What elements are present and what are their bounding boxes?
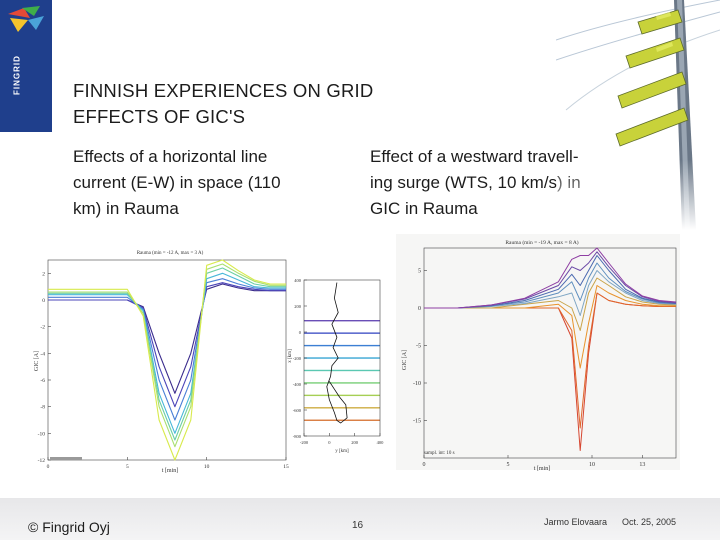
right-caption-line-1: Effect of a westward travell-: [370, 147, 579, 166]
current-band: [304, 407, 380, 409]
y-tick-label: 400: [294, 278, 302, 283]
left-chart-scale-bar: [50, 457, 82, 460]
y-tick-label: -15: [413, 419, 421, 425]
y-tick-label: -6: [40, 378, 45, 384]
series-line-s7: [48, 259, 286, 461]
footer-date: Oct. 25, 2005: [622, 517, 677, 527]
series-line-s6: [48, 263, 286, 448]
series-line-s5: [48, 267, 286, 441]
y-tick-label: 0: [299, 330, 302, 335]
series-line-s3: [48, 278, 286, 421]
left-caption-line-2: current (E-W) in space (110: [73, 173, 281, 192]
y-tick-label: 5: [418, 269, 421, 275]
y-tick-label: -10: [38, 431, 46, 437]
right-chart-title: Rauma (min = -19 A, max = 8 A): [505, 239, 578, 246]
series-line-s2: [48, 282, 286, 408]
right-chart-annotation: sampl. int: 10 s: [424, 451, 455, 456]
plot-frame: [423, 247, 677, 459]
current-band: [304, 332, 380, 334]
title-line-1: FINNISH EXPERIENCES ON GRID: [73, 80, 374, 101]
y-tick-label: -5: [416, 344, 421, 350]
right-caption-line-2: ing surge (WTS, 10 km/s) in: [370, 173, 581, 192]
network-map-chart: x [km] y [km] 4002000-200-400-600-800-20…: [288, 278, 385, 454]
y-tick-label: 2: [42, 271, 45, 277]
y-tick-label: -600: [293, 408, 302, 413]
x-tick-label: 5: [507, 462, 510, 468]
x-tick-label: 15: [283, 464, 289, 470]
x-tick-label: 5: [126, 464, 129, 470]
left-chart-ylabel: GIC [A]: [34, 351, 40, 371]
y-tick-label: 0: [418, 306, 421, 312]
y-tick-label: -2: [40, 325, 45, 331]
series-line-r3: [424, 285, 676, 369]
x-tick-label: 0: [423, 462, 426, 468]
footer-copyright: © Fingrid Oyj: [28, 519, 110, 535]
y-tick-label: -800: [293, 434, 302, 439]
y-tick-label: -8: [40, 405, 45, 411]
current-band: [304, 382, 380, 384]
title-line-2: EFFECTS OF GIC'S: [73, 106, 246, 127]
right-chart-xlabel: t [min]: [534, 466, 551, 472]
x-tick-label: 0: [47, 464, 50, 470]
y-tick-label: -4: [40, 351, 45, 357]
series-line-r7: [424, 255, 677, 309]
left-caption-line-3: km) in Rauma: [73, 199, 179, 218]
current-band: [304, 419, 380, 421]
fingrid-logo-icon: [8, 6, 44, 32]
series-line-network: [326, 282, 348, 424]
slide-title: FINNISH EXPERIENCES ON GRID EFFECTS OF G…: [73, 78, 553, 130]
x-tick-label: 13: [639, 462, 645, 468]
right-caption-line-3: GIC in Rauma: [370, 199, 478, 218]
x-tick-label: 10: [204, 464, 210, 470]
y-tick-label: -400: [293, 382, 302, 387]
mid-chart-xlabel: y [km]: [335, 449, 349, 454]
x-tick-label: 10: [589, 462, 595, 468]
x-tick-label: 200: [351, 440, 359, 445]
footer-author: Jarmo Elovaara: [544, 517, 608, 527]
left-gic-chart: Rauma (min = -12 A, max = 3 A) GIC [A] t…: [34, 251, 289, 474]
y-tick-label: 200: [294, 304, 302, 309]
transmission-tower-image: [556, 0, 720, 230]
left-caption: Effects of a horizontal line current (E-…: [73, 144, 353, 222]
x-tick-label: 400: [377, 440, 385, 445]
brand-bar: FINGRID: [0, 0, 52, 132]
series-line-s4: [48, 272, 286, 434]
current-band: [304, 357, 380, 359]
series-line-r9: [424, 247, 677, 309]
brand-name: FINGRID: [12, 55, 22, 95]
mid-chart-ylabel: x [km]: [288, 349, 293, 363]
x-tick-label: -200: [300, 440, 309, 445]
left-chart-title: Rauma (min = -12 A, max = 3 A): [137, 251, 204, 256]
right-chart-background: [396, 234, 680, 470]
page-number: 16: [352, 520, 364, 531]
current-band: [304, 344, 380, 347]
series-line-r5: [424, 270, 677, 316]
y-tick-label: -12: [38, 458, 46, 464]
y-tick-label: 0: [42, 298, 45, 304]
x-tick-label: 0: [328, 440, 331, 445]
right-gic-chart: Rauma (min = -19 A, max = 8 A) GIC [A] t…: [396, 234, 680, 472]
footer-bar: [0, 498, 720, 540]
left-chart-xlabel: t [min]: [162, 468, 179, 474]
y-tick-label: -200: [293, 356, 302, 361]
current-band: [304, 320, 380, 322]
y-tick-label: -10: [413, 381, 421, 387]
right-caption: Effect of a westward travell- ing surge …: [370, 144, 650, 222]
right-chart-ylabel: GIC [A]: [402, 350, 408, 370]
current-band: [304, 394, 380, 397]
current-band: [304, 369, 380, 372]
plot-frame: [47, 259, 287, 461]
left-caption-line-1: Effects of a horizontal line: [73, 147, 268, 166]
series-line-r4: [424, 277, 677, 331]
